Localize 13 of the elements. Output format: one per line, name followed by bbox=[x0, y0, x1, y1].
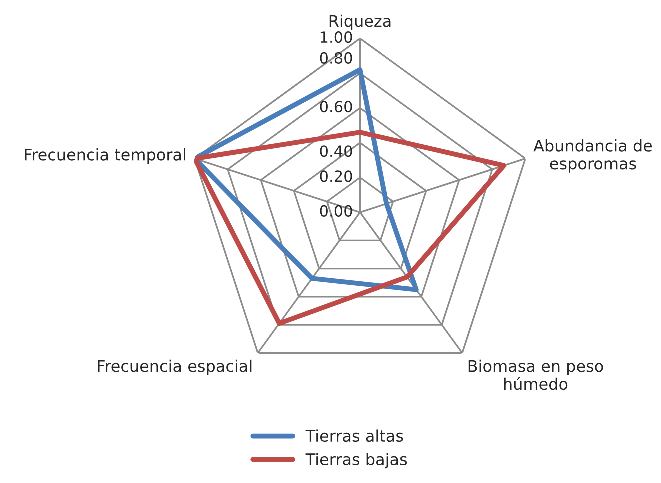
spoke-label: Frecuencia espacial bbox=[98, 360, 252, 376]
y-tick-label: 1.00 bbox=[320, 32, 352, 44]
y-tick-label: 0.00 bbox=[320, 205, 352, 217]
spoke-label: Riqueza bbox=[330, 14, 391, 30]
legend-label: Tierras bajas bbox=[306, 453, 408, 469]
spoke-label: Biomasa en peso húmedo bbox=[468, 360, 604, 390]
y-tick-label: 0.80 bbox=[320, 52, 352, 64]
y-tick-label: 0.20 bbox=[320, 170, 352, 182]
y-tick-label: 0.60 bbox=[320, 101, 352, 113]
spoke-label: Frecuencia temporal bbox=[25, 148, 186, 164]
legend-label: Tierras altas bbox=[306, 430, 404, 442]
spoke-label: Abundancia de esporomas bbox=[534, 140, 652, 173]
y-tick-label: 0.40 bbox=[320, 146, 352, 158]
